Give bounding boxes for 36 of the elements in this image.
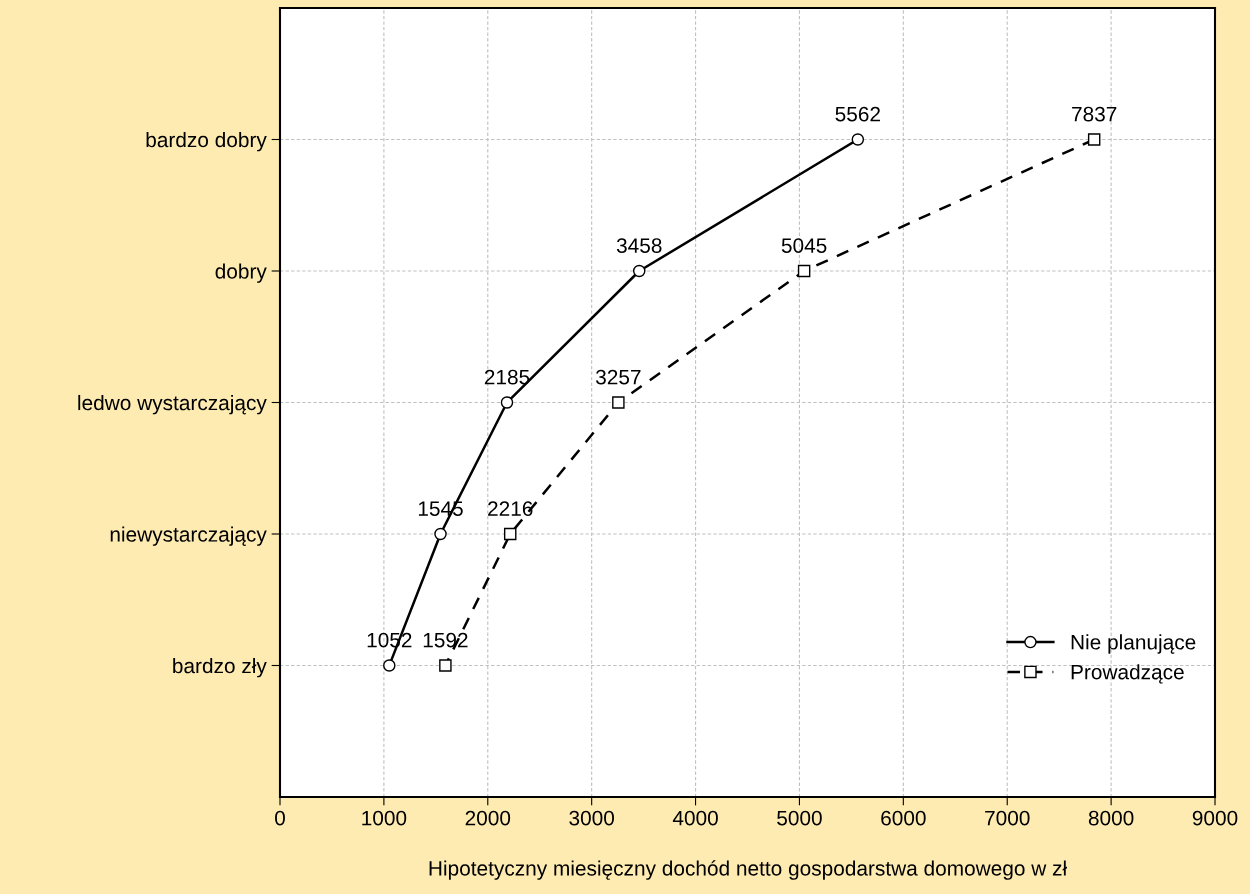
y-tick-label: niewystarczający bbox=[110, 526, 267, 546]
x-tick-label: 6000 bbox=[881, 810, 926, 826]
y-tick-label: ledwo wystarczający bbox=[78, 394, 267, 415]
y-tick-label: bardzo zły bbox=[173, 657, 267, 678]
point bbox=[797, 264, 811, 278]
data-label: 5562 bbox=[835, 106, 880, 122]
point bbox=[612, 396, 625, 409]
x-tick-label: 3000 bbox=[569, 810, 615, 826]
x-tick-label: 7000 bbox=[985, 810, 1030, 826]
data-label: 2185 bbox=[484, 369, 530, 385]
legend-label: Nie planujące bbox=[1071, 634, 1196, 654]
data-label: 1592 bbox=[423, 632, 468, 648]
data-label: 5045 bbox=[781, 238, 827, 253]
x-axis-title: Hipotetyczny miesięczny dochód netto gospodarstwa domowego w zł bbox=[429, 860, 1067, 880]
x-tick-label: 8000 bbox=[1088, 810, 1134, 826]
data-label: 3257 bbox=[595, 369, 641, 385]
point bbox=[1087, 133, 1101, 146]
data-label: 7837 bbox=[1072, 106, 1117, 122]
x-tick-label: 1000 bbox=[362, 810, 407, 826]
point bbox=[632, 264, 646, 278]
x-tick-label: 5000 bbox=[777, 810, 822, 826]
point bbox=[851, 133, 865, 146]
point bbox=[439, 659, 452, 672]
x-tick-label: 2000 bbox=[465, 810, 511, 826]
data-label: 2216 bbox=[488, 501, 533, 516]
point bbox=[434, 527, 447, 541]
y-tick-label: bardzo dobry bbox=[146, 131, 267, 152]
data-label: 3458 bbox=[616, 238, 662, 253]
x-tick-label: 9000 bbox=[1192, 810, 1238, 826]
legend-label: Prowadzące bbox=[1071, 664, 1184, 684]
point bbox=[383, 659, 396, 672]
point bbox=[500, 396, 514, 409]
point bbox=[503, 527, 517, 541]
x-tick-label: 0 bbox=[275, 810, 285, 826]
x-tick-label: 4000 bbox=[672, 810, 718, 826]
y-tick-label: dobry bbox=[215, 263, 267, 283]
